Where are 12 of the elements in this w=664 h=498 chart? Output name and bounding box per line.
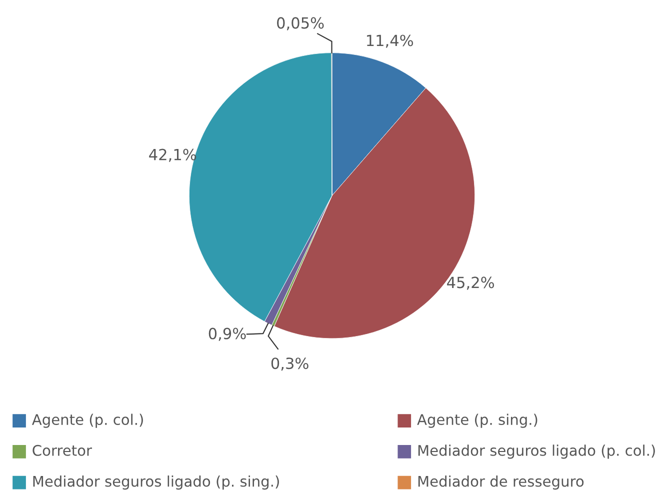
legend-label: Mediador de resseguro [418,476,584,490]
legend-label: Mediador seguros ligado (p. sing.) [33,476,279,490]
data-label: 0,05% [277,17,324,30]
legend-label: Mediador seguros ligado (p. col.) [418,444,655,459]
data-label: 42,1% [149,148,196,162]
legend-label: Agente (p. col.) [32,414,143,428]
data-label: 0,9% [208,328,246,341]
legend-label: Agente (p. sing.) [417,414,538,428]
data-label: 45,2% [447,276,494,290]
legend-label: Corretor [32,444,92,456]
data-label: 11,4% [367,34,414,48]
data-label: 0,3% [271,358,308,371]
